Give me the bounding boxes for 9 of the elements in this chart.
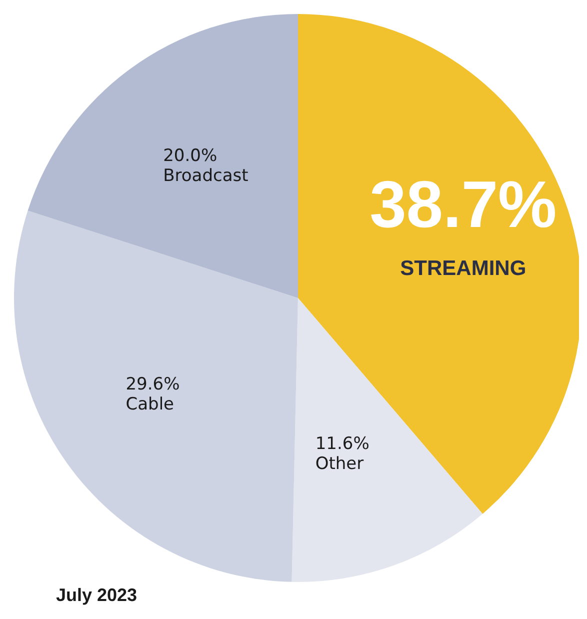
data-label: 20.0% [163, 146, 218, 166]
text: July 2023 [56, 585, 138, 606]
slice-label: Other [315, 454, 364, 474]
slice-label: Broadcast [163, 166, 249, 186]
data-label: 11.6% [315, 434, 370, 454]
slice-label: STREAMING [400, 256, 526, 280]
slice-label: Cable [126, 394, 174, 414]
data-label: 38.7% [370, 166, 557, 241]
data-label: 29.6% [126, 374, 180, 394]
